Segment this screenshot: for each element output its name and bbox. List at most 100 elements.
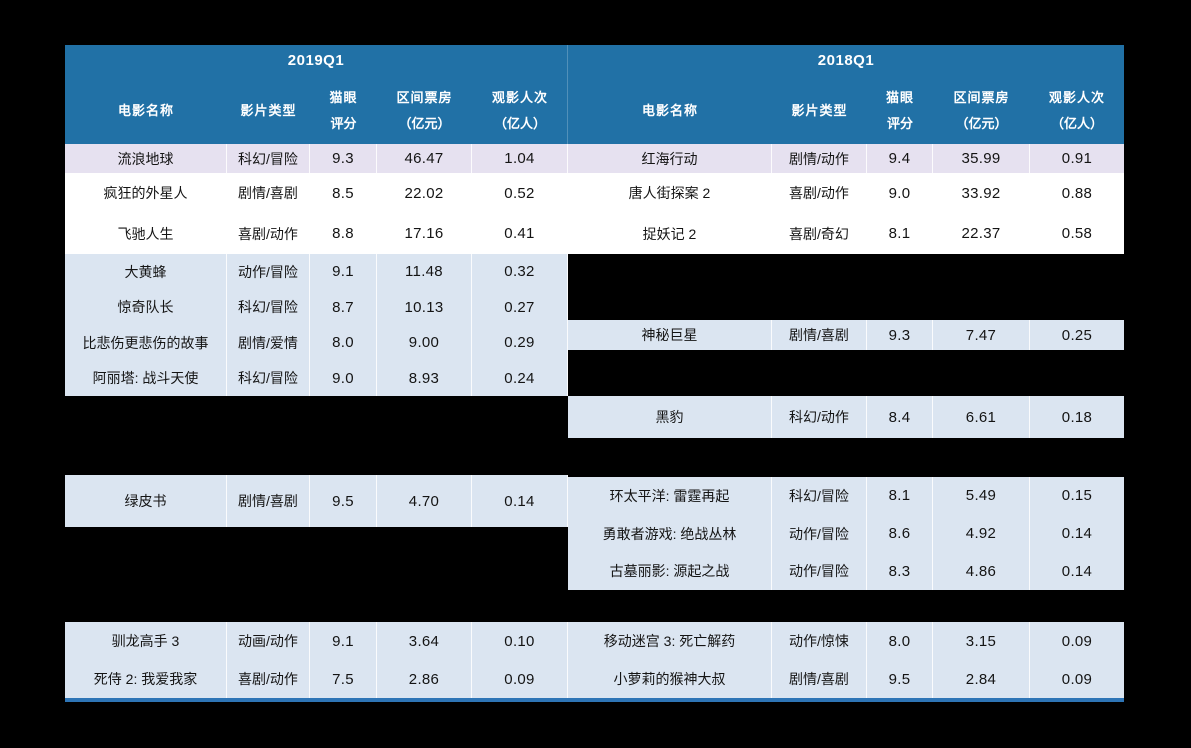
table-row: 唐人街探案 2 喜剧/动作 9.0 33.92 0.88 bbox=[568, 173, 1124, 214]
table-row: 惊奇队长 科幻/冒险 8.7 10.13 0.27 bbox=[65, 289, 568, 325]
black-gap bbox=[65, 396, 568, 475]
box-office-cell: 35.99 bbox=[933, 144, 1030, 173]
col-header-movie-name: 电影名称 bbox=[117, 102, 174, 118]
movie-name-cell: 流浪地球 bbox=[65, 144, 227, 173]
row-band: 疯狂的外星人 剧情/喜剧 8.5 22.02 0.52 飞驰人生 喜剧/动作 8… bbox=[65, 173, 568, 254]
box-office-cell: 7.47 bbox=[933, 320, 1030, 350]
box-office-cell: 46.47 bbox=[377, 144, 472, 173]
box-office-cell: 22.02 bbox=[377, 173, 472, 214]
movie-type-cell: 动作/惊悚 bbox=[772, 622, 867, 660]
movie-name-cell: 神秘巨星 bbox=[568, 320, 772, 350]
audience-cell: 0.15 bbox=[1061, 487, 1093, 505]
table-row: 捉妖记 2 喜剧/奇幻 8.1 22.37 0.58 bbox=[568, 213, 1124, 254]
movie-type-cell: 动作/冒险 bbox=[772, 552, 867, 591]
movie-name-cell: 勇敢者游戏: 绝战丛林 bbox=[568, 514, 772, 553]
audience-cell: 0.10 bbox=[472, 622, 568, 660]
row-band: 神秘巨星 剧情/喜剧 9.3 7.47 0.25 bbox=[568, 320, 1124, 350]
movie-type-cell: 剧情/爱情 bbox=[227, 325, 310, 361]
box-office-cell: 3.64 bbox=[377, 622, 472, 660]
movie-type-cell: 喜剧/动作 bbox=[227, 660, 310, 698]
table-row: 驯龙高手 3 动画/动作 9.1 3.64 0.10 bbox=[65, 622, 568, 660]
box-office-cell: 33.92 bbox=[933, 173, 1030, 214]
rating-cell: 9.1 bbox=[310, 254, 377, 290]
movie-name-cell: 疯狂的外星人 bbox=[65, 173, 227, 214]
movie-name-cell: 比悲伤更悲伤的故事 bbox=[65, 325, 227, 361]
audience-cell: 0.88 bbox=[1061, 184, 1093, 202]
audience-cell: 0.32 bbox=[472, 254, 568, 290]
black-gap bbox=[568, 590, 1124, 622]
audience-cell: 0.58 bbox=[1061, 225, 1093, 243]
movie-type-cell: 科幻/动作 bbox=[772, 396, 867, 438]
movie-type-cell: 科幻/冒险 bbox=[227, 289, 310, 325]
table-row: 红海行动 剧情/动作 9.4 35.99 0.91 bbox=[568, 144, 1124, 173]
audience-cell: 1.04 bbox=[472, 144, 568, 173]
rating-cell: 9.5 bbox=[867, 660, 933, 698]
movie-name-cell: 古墓丽影: 源起之战 bbox=[568, 552, 772, 591]
rating-cell: 8.5 bbox=[310, 173, 377, 214]
movie-name-cell: 小萝莉的猴神大叔 bbox=[568, 660, 772, 698]
box-office-cell: 22.37 bbox=[933, 213, 1030, 254]
table-row: 飞驰人生 喜剧/动作 8.8 17.16 0.41 bbox=[65, 213, 568, 254]
movie-type-cell: 剧情/动作 bbox=[772, 144, 867, 173]
column-header-row-2018q1: 电影名称 影片类型 猫眼 评分 区间票房 （亿元） 观影人次 （亿人） bbox=[568, 76, 1124, 144]
movie-name-cell: 飞驰人生 bbox=[65, 213, 227, 254]
table-row: 死侍 2: 我爱我家 喜剧/动作 7.5 2.86 0.09 bbox=[65, 660, 568, 698]
rating-cell: 8.4 bbox=[867, 396, 933, 438]
col-header-maoyan-rating: 猫眼 评分 bbox=[885, 89, 914, 131]
box-office-cell: 17.16 bbox=[377, 213, 472, 254]
box-office-cell: 3.15 bbox=[933, 622, 1030, 660]
rating-cell: 8.3 bbox=[867, 552, 933, 591]
box-office-cell: 6.61 bbox=[933, 396, 1030, 438]
col-header-audience: 观影人次 （亿人） bbox=[491, 89, 548, 131]
box-office-cell: 4.70 bbox=[377, 475, 472, 527]
movie-type-cell: 剧情/喜剧 bbox=[772, 660, 867, 698]
movie-type-cell: 科幻/冒险 bbox=[772, 477, 867, 515]
table-row: 阿丽塔: 战斗天使 科幻/冒险 9.0 8.93 0.24 bbox=[65, 360, 568, 396]
table-row: 神秘巨星 剧情/喜剧 9.3 7.47 0.25 bbox=[568, 320, 1124, 350]
row-band: 移动迷宫 3: 死亡解药 动作/惊悚 8.0 3.15 0.09 小萝莉的猴神大… bbox=[568, 622, 1124, 698]
box-office-cell: 2.86 bbox=[377, 660, 472, 698]
movie-name-cell: 阿丽塔: 战斗天使 bbox=[65, 360, 227, 396]
black-gap bbox=[568, 350, 1124, 396]
rating-cell: 9.1 bbox=[310, 622, 377, 660]
table-row: 环太平洋: 雷霆再起 科幻/冒险 8.1 5.49 0.15 bbox=[568, 477, 1124, 515]
movie-type-cell: 喜剧/动作 bbox=[227, 213, 310, 254]
audience-cell: 0.14 bbox=[1061, 562, 1093, 580]
section-2018q1: 2018Q1 电影名称 影片类型 猫眼 评分 区间票房 （亿元） 观影人次 （亿人） … bbox=[568, 45, 1124, 702]
row-band: 唐人街探案 2 喜剧/动作 9.0 33.92 0.88 捉妖记 2 喜剧/奇幻… bbox=[568, 173, 1124, 254]
box-office-cell: 4.92 bbox=[933, 514, 1030, 553]
movie-name-cell: 驯龙高手 3 bbox=[65, 622, 227, 660]
movie-name-cell: 唐人街探案 2 bbox=[568, 173, 772, 214]
col-header-box-office: 区间票房 （亿元） bbox=[396, 89, 453, 131]
audience-cell: 0.18 bbox=[1061, 408, 1093, 426]
movie-name-cell: 环太平洋: 雷霆再起 bbox=[568, 477, 772, 515]
rating-cell: 8.6 bbox=[867, 514, 933, 553]
row-band: 驯龙高手 3 动画/动作 9.1 3.64 0.10 死侍 2: 我爱我家 喜剧… bbox=[65, 622, 568, 698]
audience-cell: 0.91 bbox=[1061, 150, 1093, 167]
audience-cell: 0.14 bbox=[472, 475, 568, 527]
col-header-movie-name: 电影名称 bbox=[641, 102, 698, 118]
movie-type-cell: 科幻/冒险 bbox=[227, 144, 310, 173]
table-row: 小萝莉的猴神大叔 剧情/喜剧 9.5 2.84 0.09 bbox=[568, 660, 1124, 698]
box-office-cell: 8.93 bbox=[377, 360, 472, 396]
rating-cell: 8.1 bbox=[867, 477, 933, 515]
quarter-header-2018q1: 2018Q1 bbox=[568, 45, 1124, 76]
table-row: 绿皮书 剧情/喜剧 9.5 4.70 0.14 bbox=[65, 475, 568, 527]
rating-cell: 9.3 bbox=[867, 320, 933, 350]
table-row: 疯狂的外星人 剧情/喜剧 8.5 22.02 0.52 bbox=[65, 173, 568, 214]
movie-type-cell: 剧情/喜剧 bbox=[227, 173, 310, 214]
audience-cell: 0.24 bbox=[472, 360, 568, 396]
rating-cell: 8.1 bbox=[867, 213, 933, 254]
movie-name-cell: 惊奇队长 bbox=[65, 289, 227, 325]
table-row: 黑豹 科幻/动作 8.4 6.61 0.18 bbox=[568, 396, 1124, 438]
rating-cell: 8.7 bbox=[310, 289, 377, 325]
table-row: 大黄蜂 动作/冒险 9.1 11.48 0.32 bbox=[65, 254, 568, 290]
rating-cell: 9.0 bbox=[867, 173, 933, 214]
audience-cell: 0.29 bbox=[472, 325, 568, 361]
movie-name-cell: 红海行动 bbox=[568, 144, 772, 173]
rating-cell: 8.0 bbox=[310, 325, 377, 361]
row-band: 黑豹 科幻/动作 8.4 6.61 0.18 bbox=[568, 396, 1124, 438]
row-band: 红海行动 剧情/动作 9.4 35.99 0.91 bbox=[568, 144, 1124, 173]
movie-type-cell: 剧情/喜剧 bbox=[227, 475, 310, 527]
